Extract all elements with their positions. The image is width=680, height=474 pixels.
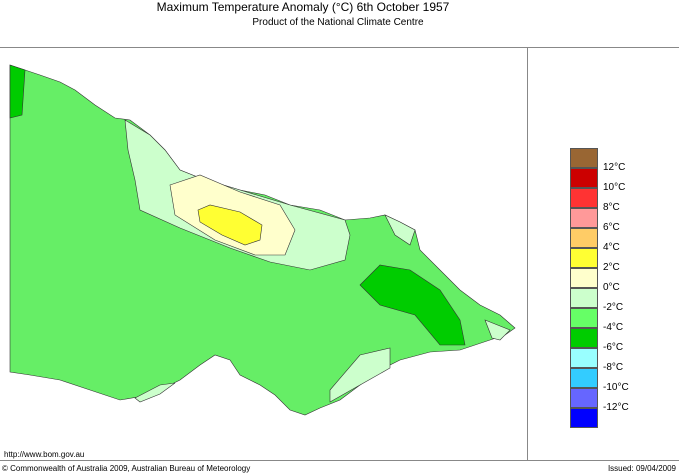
legend-swatch <box>570 408 598 428</box>
legend-label: -6°C <box>603 342 624 353</box>
legend-label: -2°C <box>603 302 624 313</box>
issued-date: Issued: 09/04/2009 <box>607 464 676 473</box>
legend-swatch <box>570 228 598 248</box>
legend-label: -12°C <box>603 402 629 413</box>
anomaly-map <box>9 64 516 416</box>
legend-swatch <box>570 268 598 288</box>
legend-swatch <box>570 308 598 328</box>
legend-label: 8°C <box>603 202 620 213</box>
legend-label: 10°C <box>603 182 626 193</box>
legend-swatch <box>570 328 598 348</box>
region-0-to-minus2-east <box>384 214 416 246</box>
page-subtitle: Product of the National Climate Centre <box>252 17 424 28</box>
legend-swatch <box>570 168 598 188</box>
legend-label: -8°C <box>603 362 624 373</box>
legend-label: 12°C <box>603 162 626 173</box>
legend-swatch <box>570 288 598 308</box>
legend-swatch <box>570 368 598 388</box>
region-0-to-minus2-south <box>329 347 391 403</box>
legend-label: 0°C <box>603 282 620 293</box>
legend-swatch <box>570 388 598 408</box>
legend-swatch <box>570 208 598 228</box>
legend-label: -4°C <box>603 322 624 333</box>
legend-label: 6°C <box>603 222 620 233</box>
source-url[interactable]: http://www.bom.gov.au <box>4 450 85 459</box>
region-4-to-2 <box>197 204 263 246</box>
divider <box>527 47 528 461</box>
region-0-to-minus2-southwest <box>134 382 176 403</box>
page-title: Maximum Temperature Anomaly (°C) 6th Oct… <box>156 0 450 14</box>
legend-swatch <box>570 188 598 208</box>
copyright: © Commonwealth of Australia 2009, Austra… <box>2 464 251 473</box>
legend-label: -10°C <box>603 382 629 393</box>
legend-swatch <box>570 248 598 268</box>
region-0-to-minus2-southeast <box>484 319 511 341</box>
region-minus4-to-minus6-northwest <box>9 64 26 119</box>
legend-label: 2°C <box>603 262 620 273</box>
legend-label: 4°C <box>603 242 620 253</box>
region-minus4-to-minus6-east <box>359 264 466 346</box>
map-frame <box>0 47 679 461</box>
legend-swatch <box>570 148 598 168</box>
legend-swatch <box>570 348 598 368</box>
